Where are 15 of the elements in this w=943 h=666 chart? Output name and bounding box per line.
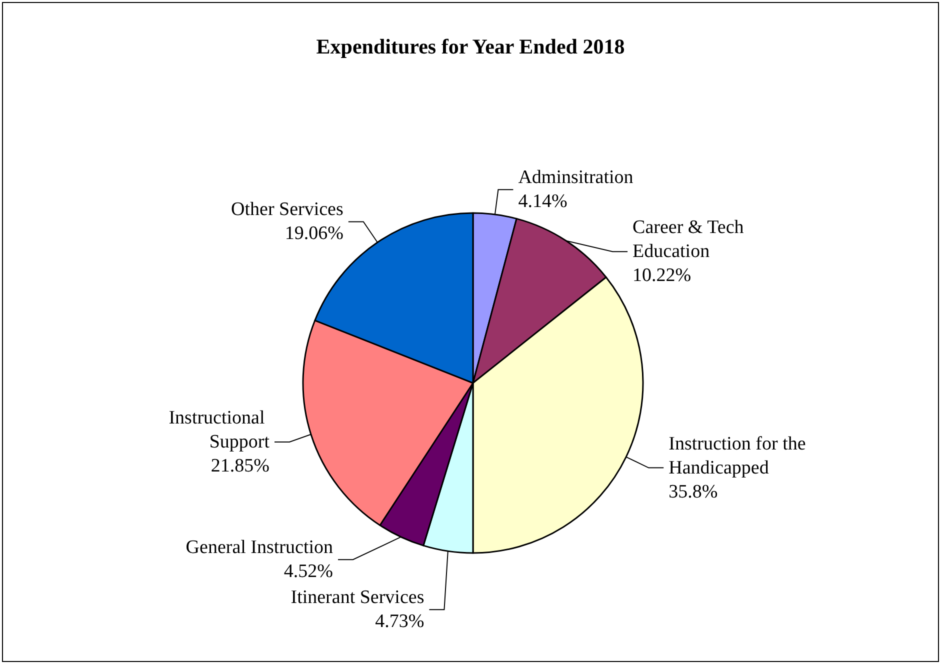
data-label: 4.73%: [375, 611, 424, 632]
slice-label: General Instruction: [186, 537, 334, 558]
data-label: 35.8%: [668, 481, 718, 502]
data-label: 21.85%: [210, 455, 270, 476]
chart-title: Expenditures for Year Ended 2018: [316, 34, 625, 58]
slice-label: Instructional Support: [168, 407, 270, 452]
slice-label: Instruction for the Handicapped: [668, 433, 811, 478]
slice-label: Itinerant Services: [290, 587, 424, 608]
slice-label: Other Services: [231, 199, 344, 220]
slice-label: Adminsitration: [518, 167, 634, 188]
data-label: 4.52%: [284, 561, 334, 582]
data-label: 19.06%: [284, 223, 344, 244]
slice-label: Career & Tech Education: [632, 217, 749, 262]
data-label: 10.22%: [632, 265, 692, 286]
data-label: 4.14%: [518, 191, 568, 212]
